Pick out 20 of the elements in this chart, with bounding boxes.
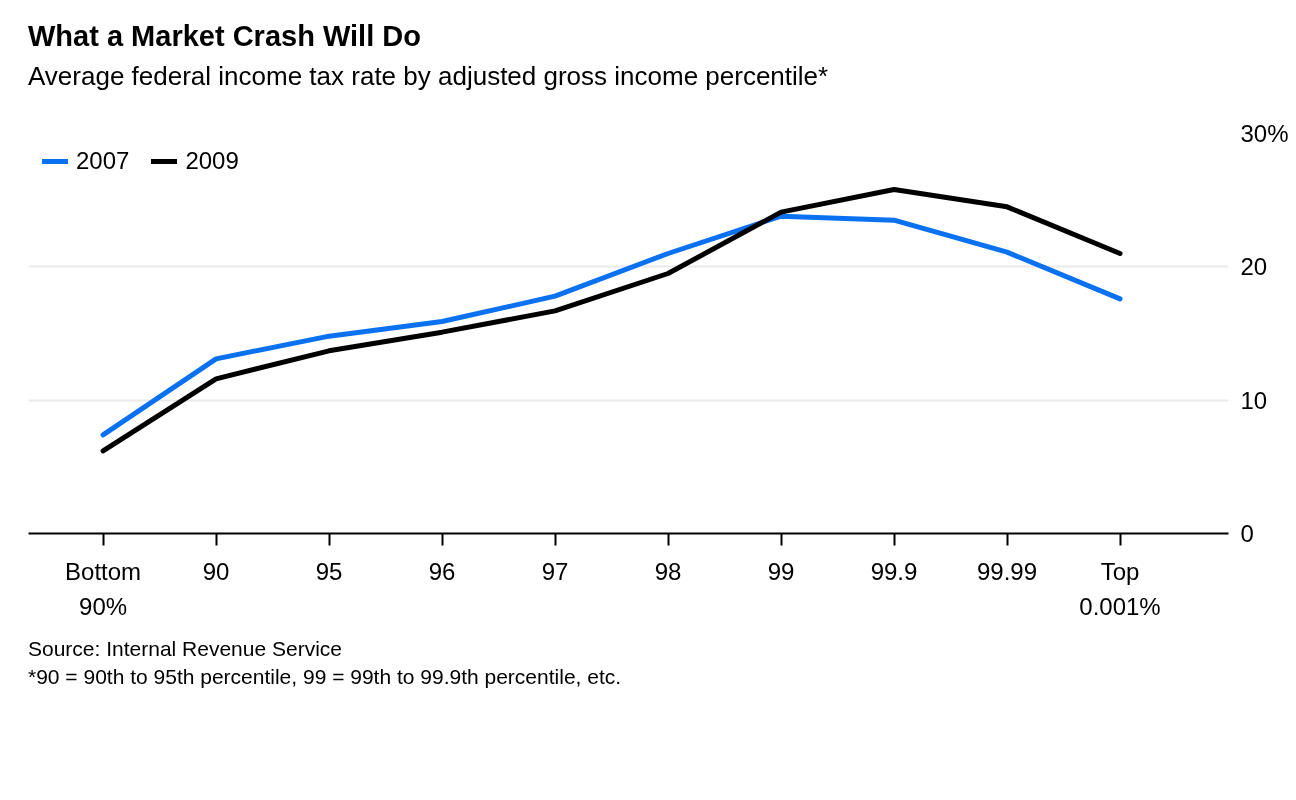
- legend-label: 2009: [185, 146, 239, 175]
- y-tick-label: 20: [1240, 253, 1268, 281]
- x-tick-label: 95: [315, 557, 343, 585]
- y-tick-label: 30%: [1240, 119, 1289, 147]
- x-tick-label: 99.9: [870, 557, 918, 585]
- x-tick-label: 99: [767, 557, 795, 585]
- chart-subtitle: Average federal income tax rate by adjusted gross income percentile*: [28, 60, 829, 93]
- source-note: Source: Internal Revenue Service: [28, 635, 343, 662]
- x-tick-label: 96: [428, 557, 456, 585]
- x-tick-label: 99.99: [977, 557, 1038, 585]
- x-tick-label: 97: [541, 557, 569, 585]
- x-tick-label: Top 0.001%: [1079, 557, 1161, 620]
- y-tick-label: 0: [1240, 519, 1254, 547]
- legend-label: 2007: [76, 146, 130, 175]
- x-tick-label: Bottom 90%: [65, 557, 142, 620]
- y-tick-label: 10: [1240, 386, 1268, 414]
- x-tick-label: 98: [654, 557, 682, 585]
- x-tick-label: 90: [202, 557, 230, 585]
- chart-title: What a Market Crash Will Do: [28, 19, 421, 54]
- text: *90 = 90th to 95th percentile, 99 = 99th to 99.9th percentile, etc.: [28, 664, 622, 690]
